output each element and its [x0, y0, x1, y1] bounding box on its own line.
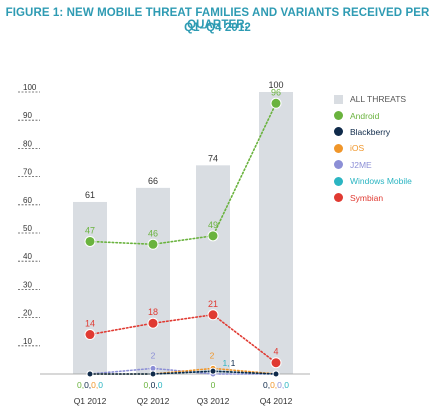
zero-label-j2me: 0, — [277, 380, 284, 390]
zero-value-labels: 0 — [211, 380, 216, 390]
bar-value-label: 74 — [208, 153, 218, 163]
zero-label-blackberry: 0, — [84, 380, 91, 390]
y-tick-label: 30 — [23, 280, 32, 289]
y-tick-label: 40 — [23, 252, 32, 261]
data-label-android: 49 — [208, 220, 218, 230]
series-line-blackberry — [89, 370, 277, 375]
data-label-blackberry: 1 — [231, 358, 236, 368]
zero-label-android: 0, — [144, 380, 151, 390]
point-j2me — [149, 364, 157, 372]
y-tick-label: 20 — [23, 309, 32, 318]
legend-label: Blackberry — [350, 126, 391, 137]
chart-title: FIGURE 1: NEW MOBILE THREAT FAMILIES AND… — [5, 7, 430, 31]
data-label-j2me: 2 — [151, 350, 156, 360]
zero-value-labels: 0,0,0 — [144, 380, 163, 390]
legend-label: Android — [350, 110, 380, 121]
zero-value-labels: 0,0,0,0 — [77, 380, 103, 390]
legend-item-all-threats: ALL THREATS — [334, 91, 412, 107]
data-label-windows-mobile: 1, — [222, 358, 229, 368]
bar-all-threats — [136, 187, 170, 374]
y-tick-label: 80 — [23, 139, 32, 148]
point-symbian — [147, 317, 159, 329]
y-tick-label: 50 — [23, 224, 32, 233]
data-label-symbian: 14 — [85, 319, 95, 329]
legend-swatch — [334, 127, 343, 137]
point-symbian — [270, 357, 282, 369]
zero-label-android: 0, — [77, 380, 84, 390]
bar-value-label: 61 — [85, 190, 95, 200]
data-label-symbian: 21 — [208, 299, 218, 309]
legend-swatch — [334, 143, 343, 153]
legend-label: ALL THREATS — [350, 94, 407, 105]
series-line-symbian — [89, 313, 277, 364]
bar-all-threats — [196, 165, 230, 374]
chart-subtitle: Q1–Q4 2012 — [184, 22, 251, 34]
bar-value-label: 66 — [148, 176, 158, 186]
zero-label-blackberry: 0, — [263, 380, 270, 390]
bar-all-threats — [259, 92, 293, 374]
point-blackberry — [272, 370, 280, 378]
point-android — [207, 230, 219, 242]
data-label-ios: 2 — [210, 350, 215, 360]
x-category-label: Q4 2012 — [260, 396, 293, 406]
data-label-android: 47 — [85, 225, 95, 235]
legend-label: Symbian — [350, 192, 384, 203]
point-symbian — [84, 329, 96, 341]
x-category-label: Q1 2012 — [74, 396, 107, 406]
legend-label: Windows Mobile — [350, 176, 412, 187]
point-blackberry — [209, 367, 217, 375]
data-label-android: 96 — [271, 87, 281, 97]
x-category-label: Q3 2012 — [197, 396, 230, 406]
y-tick-label: 100 — [23, 83, 37, 92]
legend-swatch — [334, 160, 343, 170]
legend-item-j2me: J2ME — [334, 157, 412, 173]
zero-label-ios: 0, — [270, 380, 277, 390]
data-label-symbian: 18 — [148, 307, 158, 317]
legend-label: J2ME — [350, 159, 372, 170]
point-blackberry — [86, 370, 94, 378]
legend-swatch — [334, 193, 343, 203]
legend-item-android: Android — [334, 107, 412, 123]
y-tick-label: 10 — [23, 337, 32, 346]
point-blackberry — [149, 370, 157, 378]
series-line-android — [89, 102, 277, 246]
point-android — [84, 235, 96, 247]
zero-label-ios: 0, — [91, 380, 98, 390]
data-label-symbian: 4 — [273, 347, 278, 357]
x-category-label: Q2 2012 — [137, 396, 170, 406]
y-tick-label: 90 — [23, 111, 32, 120]
legend-swatch — [334, 94, 343, 104]
legend-item-blackberry: Blackberry — [334, 124, 412, 140]
point-android — [147, 238, 159, 250]
zero-label-windows-mobile: 0 — [284, 380, 289, 390]
zero-value-labels: 0,0,0,0 — [263, 380, 289, 390]
bar-all-threats — [73, 201, 107, 374]
data-label-android: 46 — [148, 228, 158, 238]
bar-value-label: 100 — [268, 80, 283, 90]
chart-legend: ALL THREATS Android Blackberry iOS J2ME Windo… — [334, 91, 412, 206]
legend-item-ios: iOS — [334, 140, 412, 156]
legend-swatch — [334, 111, 343, 121]
zero-label-blackberry: 0, — [151, 380, 158, 390]
zero-label-windows-mobile: 0 — [158, 380, 163, 390]
legend-label: iOS — [350, 143, 365, 154]
zero-label-android: 0 — [211, 380, 216, 390]
point-symbian — [207, 309, 219, 321]
point-android — [270, 97, 282, 109]
y-tick-label: 60 — [23, 196, 32, 205]
zero-label-windows-mobile: 0 — [98, 380, 103, 390]
legend-item-symbian: Symbian — [334, 189, 412, 205]
legend-item-windows-mobile: Windows Mobile — [334, 173, 412, 189]
y-tick-label: 70 — [23, 168, 32, 177]
legend-swatch — [334, 176, 343, 186]
